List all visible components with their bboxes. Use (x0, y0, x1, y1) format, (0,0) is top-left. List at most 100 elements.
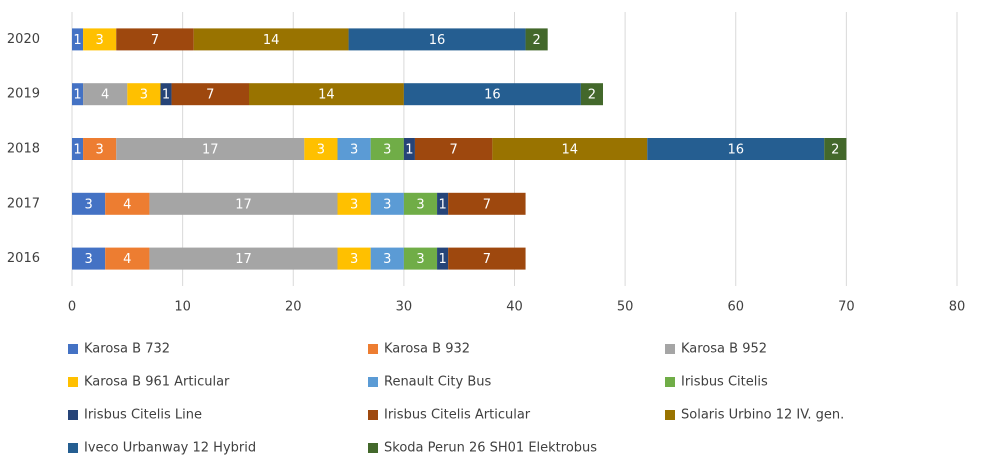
data-label: 1 (73, 33, 81, 48)
y-tick-label: 2020 (7, 32, 40, 47)
legend-label: Irisbus Citelis Line (84, 408, 202, 423)
bar-segment (105, 247, 150, 270)
legend-label: Irisbus Citelis (681, 375, 768, 390)
bar-segment (116, 28, 194, 51)
y-tick-label: 2019 (7, 87, 40, 102)
legend-label: Karosa B 961 Articular (84, 375, 230, 390)
legend-label: Solaris Urbino 12 IV. gen. (681, 408, 844, 423)
data-label: 1 (438, 252, 446, 267)
data-label: 7 (483, 252, 491, 267)
bar-segment (437, 192, 449, 215)
bar-segment (348, 28, 526, 51)
x-tick-label: 0 (68, 300, 76, 315)
data-label: 14 (318, 88, 335, 103)
x-tick-label: 40 (506, 300, 523, 315)
bar-segment (193, 28, 349, 51)
data-label: 2 (831, 143, 839, 158)
bar-segment (414, 138, 493, 160)
legend-label: Irisbus Citelis Articular (384, 408, 531, 423)
data-label: 3 (317, 143, 325, 158)
data-label: 3 (350, 143, 358, 158)
y-tick-label: 2018 (7, 142, 40, 157)
data-label: 2 (532, 33, 540, 48)
data-label: 3 (416, 197, 424, 212)
bar-segment (337, 192, 371, 215)
legend-label: Renault City Bus (384, 375, 492, 390)
data-label: 3 (140, 88, 148, 103)
legend-swatch (368, 344, 378, 354)
x-tick-label: 10 (174, 300, 191, 315)
bar-segment (72, 138, 84, 160)
legend-label: Iveco Urbanway 12 Hybrid (84, 441, 256, 456)
legend-swatch (368, 410, 378, 420)
bar-segment (72, 83, 84, 106)
bar-segment (370, 192, 404, 215)
bar-segment (105, 192, 150, 215)
data-label: 17 (202, 143, 219, 158)
bar-segment (127, 83, 161, 106)
bar-segment (249, 83, 404, 106)
bar-segment (647, 138, 825, 160)
data-label: 3 (383, 252, 391, 267)
bar-segment (304, 138, 338, 160)
data-label: 1 (73, 143, 81, 158)
bar-segment (824, 138, 847, 160)
legend-swatch (665, 377, 675, 387)
data-label: 17 (235, 252, 252, 267)
bar-segment (370, 138, 404, 160)
bar-segment (72, 247, 106, 270)
data-label: 7 (206, 88, 214, 103)
legend-swatch (665, 344, 675, 354)
bar-segment (149, 192, 338, 215)
data-label: 17 (235, 197, 252, 212)
data-label: 3 (383, 143, 391, 158)
data-label: 3 (96, 143, 104, 158)
bar-segment (171, 83, 249, 106)
bar-segment (448, 247, 526, 270)
bar-segment (72, 28, 84, 51)
bar-segment (437, 247, 449, 270)
bar-segment (83, 83, 128, 106)
data-label: 3 (84, 252, 92, 267)
bar-segment (337, 138, 371, 160)
data-label: 4 (123, 197, 131, 212)
data-label: 7 (483, 197, 491, 212)
legend-swatch (68, 443, 78, 453)
bar-segment (525, 28, 548, 51)
data-label: 3 (383, 197, 391, 212)
bar-segment (580, 83, 603, 106)
bar-segment (403, 247, 438, 270)
legend-label: Karosa B 952 (681, 342, 767, 357)
data-label: 3 (350, 252, 358, 267)
legend-label: Karosa B 932 (384, 342, 470, 357)
x-tick-label: 20 (285, 300, 302, 315)
legend-label: Karosa B 732 (84, 342, 170, 357)
x-tick-label: 70 (838, 300, 855, 315)
legend-label: Skoda Perun 26 SH01 Elektrobus (384, 441, 597, 456)
bar-segment (403, 192, 438, 215)
bar-segment (370, 247, 404, 270)
bar-segment (72, 192, 106, 215)
data-label: 14 (263, 33, 280, 48)
bar-segment (160, 83, 172, 106)
data-label: 14 (562, 143, 579, 158)
data-label: 3 (84, 197, 92, 212)
bar-segment (337, 247, 371, 270)
legend-swatch (68, 344, 78, 354)
data-label: 16 (429, 33, 446, 48)
x-tick-label: 80 (949, 300, 966, 315)
y-tick-label: 2016 (7, 251, 40, 266)
bar-segment (403, 138, 415, 160)
bar-segment (403, 83, 581, 106)
legend-swatch (68, 377, 78, 387)
bar-segment (116, 138, 305, 160)
data-label: 1 (405, 143, 413, 158)
legend-swatch (368, 443, 378, 453)
data-label: 16 (727, 143, 744, 158)
data-label: 4 (101, 88, 109, 103)
data-label: 3 (350, 197, 358, 212)
bar-segment (492, 138, 648, 160)
legend-swatch (665, 410, 675, 420)
data-label: 7 (450, 143, 458, 158)
